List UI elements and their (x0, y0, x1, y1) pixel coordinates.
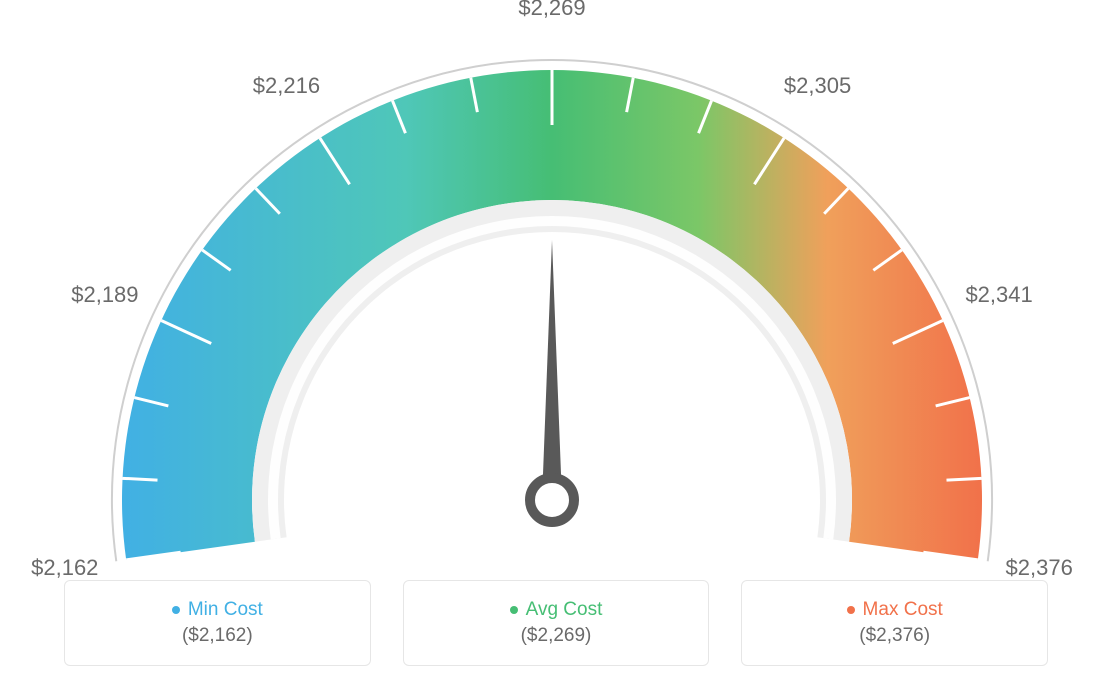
gauge-tick-minor (123, 478, 158, 480)
gauge-tick-label: $2,162 (31, 555, 98, 581)
gauge-needle-hub (530, 478, 574, 522)
legend-value-max: ($2,376) (859, 625, 930, 647)
legend-dot-avg (510, 606, 518, 614)
legend-title-min-text: Min Cost (188, 599, 263, 621)
legend-card-avg: Avg Cost ($2,269) (403, 580, 710, 666)
legend-title-avg: Avg Cost (510, 599, 603, 621)
gauge-tick-minor (946, 478, 981, 480)
legend-title-avg-text: Avg Cost (526, 599, 603, 621)
legend-title-max: Max Cost (847, 599, 943, 621)
legend-row: Min Cost ($2,162) Avg Cost ($2,269) Max … (64, 580, 1048, 666)
gauge-chart-container: $2,162 $2,189 $2,216 $2,269 $2,305 $2,341 $2,3… (0, 0, 1104, 690)
legend-title-min: Min Cost (172, 599, 263, 621)
gauge-needle (542, 240, 562, 500)
gauge-tick-label: $2,189 (71, 282, 138, 308)
gauge-tick-label: $2,269 (518, 0, 585, 21)
legend-card-max: Max Cost ($2,376) (741, 580, 1048, 666)
legend-dot-min (172, 606, 180, 614)
gauge-tick-label: $2,376 (1006, 555, 1073, 581)
gauge-tick-label: $2,305 (784, 73, 851, 99)
legend-title-max-text: Max Cost (863, 599, 943, 621)
gauge-tick-label: $2,216 (253, 73, 320, 99)
legend-dot-max (847, 606, 855, 614)
legend-value-avg: ($2,269) (521, 625, 592, 647)
gauge-tick-label: $2,341 (965, 282, 1032, 308)
legend-value-min: ($2,162) (182, 625, 253, 647)
legend-card-min: Min Cost ($2,162) (64, 580, 371, 666)
